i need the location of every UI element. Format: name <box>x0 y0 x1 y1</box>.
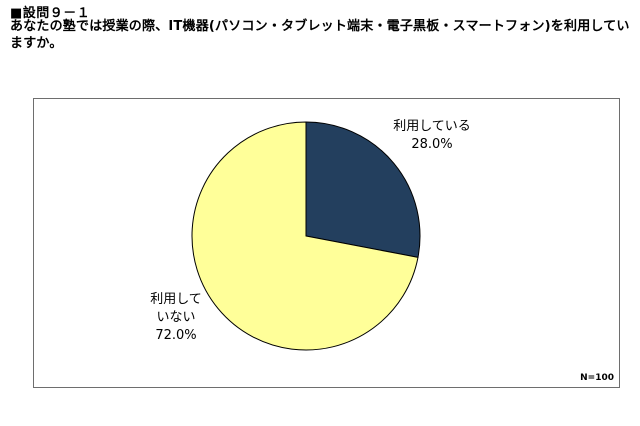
question-number: ■設問９－１ <box>10 6 91 21</box>
slice-label-not-using-value: 72.0% <box>155 328 197 343</box>
question-text: あなたの塾では授業の際、IT機器(パソコン・タブレット端末・電子黒板・スマートフ… <box>10 19 630 51</box>
slice-label-not-using-name-2: いない <box>156 310 196 325</box>
pie-slice-not-using <box>191 121 419 351</box>
slice-label-using: 利用している 28.0% <box>386 118 478 154</box>
slice-label-not-using-name-1: 利用して <box>150 292 202 307</box>
slice-label-not-using: 利用して いない 72.0% <box>140 291 212 345</box>
slice-label-using-value: 28.0% <box>411 137 453 152</box>
chart-frame <box>33 98 620 388</box>
slice-label-using-name: 利用している <box>393 119 471 134</box>
pie-slice-using <box>305 121 421 258</box>
sample-size-note: N=100 <box>580 373 614 383</box>
